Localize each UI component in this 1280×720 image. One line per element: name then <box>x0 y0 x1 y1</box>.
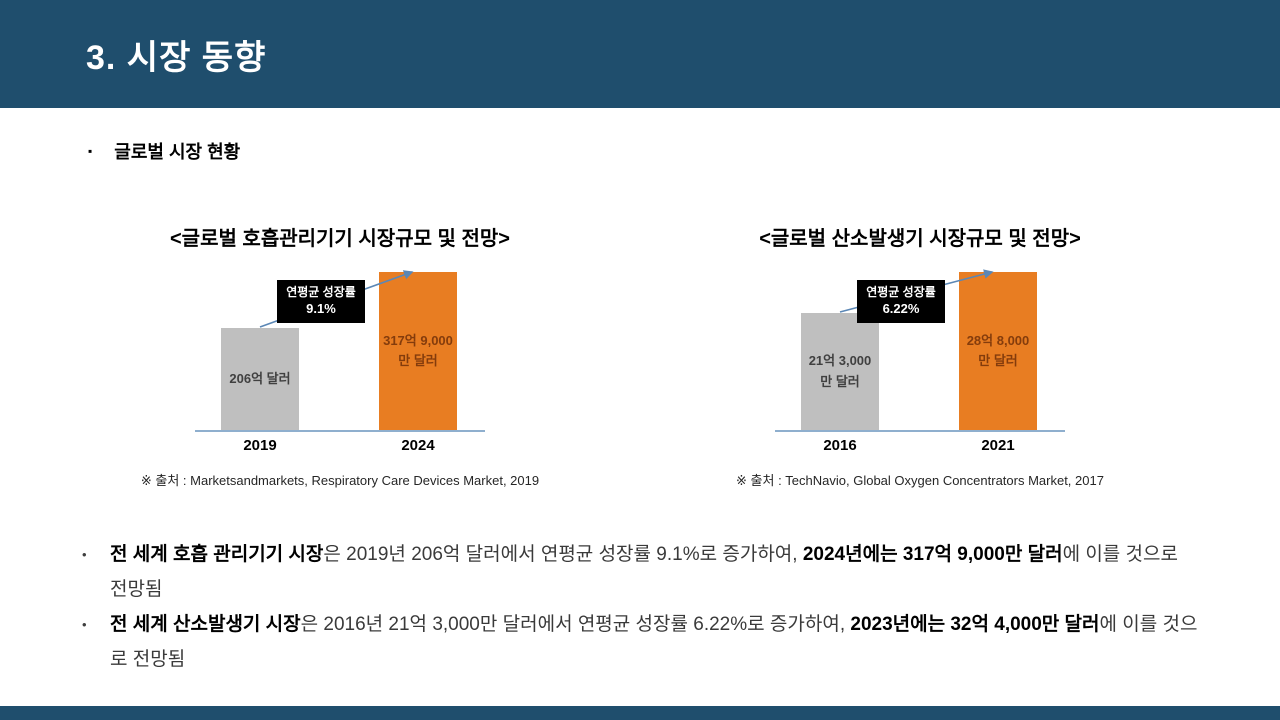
bar-forecast-year: 28억 8,000만 달러 <box>959 272 1037 430</box>
bullet-dot-icon: • <box>82 547 87 562</box>
cagr-callout-label: 연평균 성장률 <box>286 285 356 299</box>
bullet-list: • 전 세계 호흡 관리기기 시장은 2019년 206억 달러에서 연평균 성장… <box>78 537 1198 677</box>
chart-respiratory-devices: <글로벌 호흡관리기기 시장규모 및 전망> 206억 달러 317억 9,00… <box>50 222 630 489</box>
cagr-callout: 연평균 성장률 6.22% <box>857 280 945 323</box>
cagr-callout-value: 6.22% <box>882 301 920 317</box>
x-axis-labels: 2019 2024 <box>195 432 485 456</box>
bar-base-year: 206억 달러 <box>221 328 299 430</box>
chart-plot-area: 206억 달러 317억 9,000만 달러 연평균 성장률 9.1% <box>195 267 485 432</box>
bar-value-label: 21억 3,000만 달러 <box>808 353 872 389</box>
chart-source-citation: ※ 출처 : TechNavio, Global Oxygen Concentr… <box>736 473 1104 488</box>
chart-title: <글로벌 호흡관리기기 시장규모 및 전망> <box>170 228 510 250</box>
x-axis-label-base: 2016 <box>823 437 857 454</box>
cagr-callout-value: 9.1% <box>306 301 336 317</box>
bar-base-year: 21억 3,000만 달러 <box>801 313 879 430</box>
chart-source-citation: ※ 출처 : Marketsandmarkets, Respiratory Ca… <box>140 473 540 488</box>
x-axis-labels: 2016 2021 <box>775 432 1065 456</box>
section-heading: ▪ 글로벌 시장 현황 <box>88 138 1280 164</box>
bar-value-label: 28억 8,000만 달러 <box>966 332 1030 368</box>
section-heading-label: 글로벌 시장 현황 <box>114 142 241 162</box>
bullet-item: • 전 세계 호흡 관리기기 시장은 2019년 206억 달러에서 연평균 성장… <box>78 537 1198 607</box>
bullet-dot-icon: • <box>82 617 87 632</box>
chart-oxygen-concentrators: <글로벌 산소발생기 시장규모 및 전망> 21억 3,000만 달러 28억 … <box>640 222 1200 489</box>
chart-plot-area: 21억 3,000만 달러 28억 8,000만 달러 연평균 성장률 6.22… <box>775 267 1065 432</box>
slide-title: 3. 시장 동향 <box>86 38 267 77</box>
x-axis-label-forecast: 2021 <box>981 437 1015 454</box>
cagr-callout: 연평균 성장률 9.1% <box>277 280 365 323</box>
bullet-item: • 전 세계 산소발생기 시장은 2016년 21억 3,000만 달러에서 연평… <box>78 607 1198 677</box>
cagr-callout-label: 연평균 성장률 <box>866 285 936 299</box>
bar-value-label: 206억 달러 <box>229 370 291 386</box>
header-band: 3. 시장 동향 <box>0 0 1280 108</box>
x-axis-label-base: 2019 <box>243 437 277 454</box>
bar-forecast-year: 317억 9,000만 달러 <box>379 272 457 430</box>
footer-band <box>0 706 1280 720</box>
x-axis-label-forecast: 2024 <box>401 437 435 454</box>
square-bullet-icon: ▪ <box>88 144 93 158</box>
chart-title: <글로벌 산소발생기 시장규모 및 전망> <box>759 228 1081 250</box>
bar-value-label: 317억 9,000만 달러 <box>383 332 453 368</box>
charts-row: <글로벌 호흡관리기기 시장규모 및 전망> 206억 달러 317억 9,00… <box>0 222 1280 489</box>
